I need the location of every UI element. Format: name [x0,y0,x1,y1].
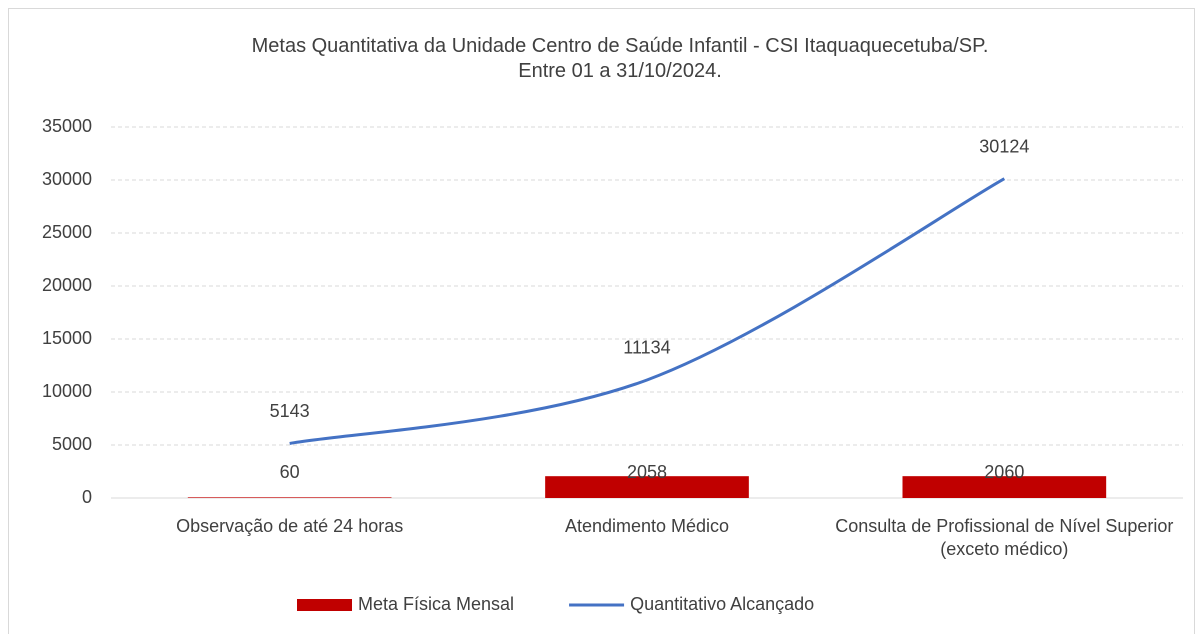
data-label: 11134 [623,338,670,358]
data-label: 5143 [270,401,310,421]
y-tick-label: 35000 [42,116,92,136]
data-label: 30124 [979,136,1029,156]
y-tick-label: 0 [82,487,92,507]
bar [902,476,1107,498]
legend-label: Quantitativo Alcançado [630,594,814,614]
y-tick-label: 25000 [42,222,92,242]
y-tick-label: 5000 [52,434,92,454]
chart-title: Metas Quantitativa da Unidade Centro de … [251,35,989,82]
bar [187,497,392,498]
line [289,177,1006,445]
data-label: 2060 [984,462,1024,482]
legend-label: Meta Física Mensal [358,594,514,614]
x-tick-label: Atendimento Médico [564,516,730,536]
y-tick-label: 15000 [42,328,92,348]
legend-swatch [297,599,352,611]
x-tick-label: Observação de até 24 horas [176,516,404,536]
data-label: 2058 [627,462,667,482]
y-tick-label: 20000 [42,275,92,295]
y-tick-label: 30000 [42,169,92,189]
chart-border [8,8,1195,634]
bar [545,476,749,498]
y-tick-label: 10000 [42,381,92,401]
data-label: 60 [280,462,300,482]
x-tick-label: Consulta de Profissional de Nível Superi… [835,516,1174,559]
